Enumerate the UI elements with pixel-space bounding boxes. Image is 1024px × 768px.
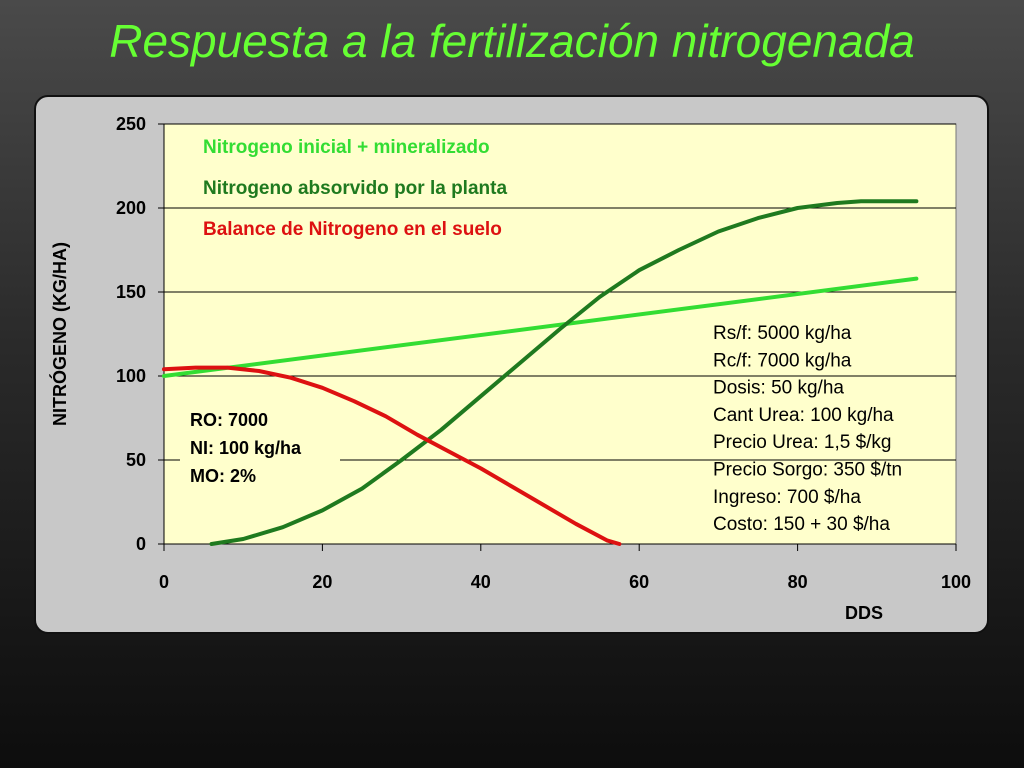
- economics-note-line: Precio Urea: 1,5 $/kg: [713, 432, 891, 453]
- soil-note-line: MO: 2%: [190, 466, 256, 486]
- tick-labels: 0 50 100 150 200 250 0 20 40 60 80 100: [116, 114, 971, 592]
- y-tick-label: 0: [136, 534, 146, 554]
- y-axis-title: NITRÓGENO (KG/HA): [49, 242, 70, 426]
- series-line-3: [162, 365, 622, 546]
- y-tick-label: 50: [126, 450, 146, 470]
- x-axis-title: DDS: [845, 603, 883, 623]
- line-chart: 0 50 100 150 200 250 0 20 40 60 80 100 Nitrogeno in…: [49, 114, 971, 623]
- legend-entry-3: Balance de Nitrogeno en el suelo: [203, 219, 502, 240]
- x-tick-label: 20: [312, 572, 332, 592]
- soil-note-line: NI: 100 kg/ha: [190, 438, 302, 458]
- slide-title: Respuesta a la fertilización nitrogenada: [109, 15, 915, 67]
- x-tick-label: 0: [159, 572, 169, 592]
- x-tick-label: 80: [788, 572, 808, 592]
- series-lines: [162, 199, 919, 546]
- y-tick-label: 100: [116, 366, 146, 386]
- axes: [158, 123, 957, 551]
- economics-note-line: Rs/f: 5000 kg/ha: [713, 323, 852, 344]
- economics-annotation: Rs/f: 5000 kg/ha Rc/f: 7000 kg/ha Dosis: 5…: [713, 323, 902, 535]
- y-tick-label: 250: [116, 114, 146, 134]
- x-tick-label: 40: [471, 572, 491, 592]
- x-tick-label: 60: [629, 572, 649, 592]
- economics-note-line: Costo: 150 + 30 $/ha: [713, 514, 890, 535]
- economics-note-line: Rc/f: 7000 kg/ha: [713, 350, 852, 371]
- legend: Nitrogeno inicial + mineralizado Nitrogen…: [203, 137, 507, 240]
- soil-box-bg: [180, 401, 340, 491]
- legend-entry-1: Nitrogeno inicial + mineralizado: [203, 137, 490, 158]
- soil-note-line: RO: 7000: [190, 410, 268, 430]
- economics-note-line: Precio Sorgo: 350 $/tn: [713, 460, 902, 481]
- x-tick-label: 100: [941, 572, 971, 592]
- economics-note-line: Ingreso: 700 $/ha: [713, 487, 861, 508]
- economics-note-line: Dosis: 50 kg/ha: [713, 378, 844, 399]
- soil-annotation: RO: 7000 NI: 100 kg/ha MO: 2%: [190, 410, 302, 486]
- y-tick-label: 150: [116, 282, 146, 302]
- series-line-1: [162, 276, 919, 378]
- economics-note-line: Cant Urea: 100 kg/ha: [713, 405, 894, 426]
- series-line-2: [209, 199, 919, 546]
- y-tick-label: 200: [116, 198, 146, 218]
- legend-entry-2: Nitrogeno absorvido por la planta: [203, 178, 507, 199]
